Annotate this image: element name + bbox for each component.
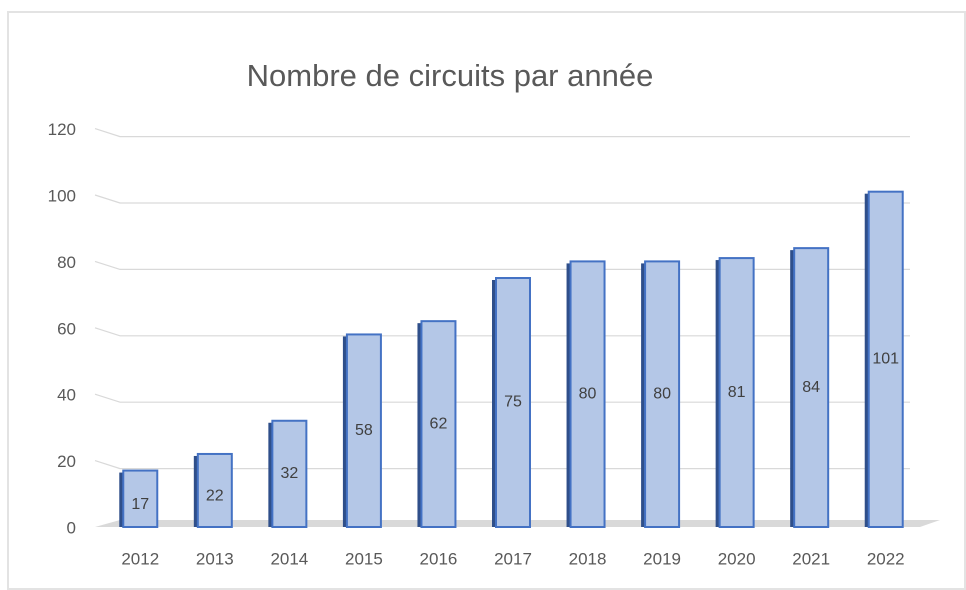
value-label: 58 [355,422,373,439]
bar [644,260,681,528]
bar [196,452,233,528]
bar-side [864,193,869,527]
y-tick-label: 40 [57,386,76,405]
bar [420,320,457,528]
x-tick-label: 2018 [569,549,607,568]
x-tick-label: 2014 [270,549,308,568]
value-label: 80 [653,385,671,402]
value-label: 81 [728,384,746,401]
y-tick-label: 100 [48,186,76,205]
x-tick-label: 2017 [494,549,532,568]
bar [345,333,382,528]
y-tick-label: 60 [57,319,76,338]
x-tick-label: 2021 [792,549,830,568]
y-tick-label: 0 [67,518,76,537]
grid-line [94,128,910,138]
y-tick-label: 20 [57,452,76,471]
x-tick-label: 2012 [121,549,159,568]
bar-side [417,323,422,527]
bar [718,257,755,528]
x-tick-label: 2019 [643,549,681,568]
y-tick-label: 80 [57,253,76,272]
bar [271,419,308,529]
bar [867,190,904,528]
bar-side [193,455,198,527]
bar-side [566,263,571,527]
chart-title: Nombre de circuits par année [247,58,654,93]
value-label: 32 [280,465,298,482]
bar-side [342,336,347,527]
value-label: 84 [802,379,820,396]
value-label: 62 [430,415,448,432]
x-tick-label: 2016 [420,549,458,568]
value-label: 80 [579,385,597,402]
bar-side [268,422,273,527]
bar-side [790,250,795,527]
bar-side [715,260,720,527]
value-label: 101 [872,351,899,368]
bar-side [641,263,646,527]
bar [793,247,830,528]
bar-side [119,472,124,527]
x-tick-label: 2020 [718,549,756,568]
value-label: 17 [131,496,149,513]
x-tick-label: 2022 [867,549,905,568]
value-label: 22 [206,488,224,505]
bar [495,277,531,528]
bar-side [492,280,496,527]
x-tick-label: 2013 [196,549,234,568]
grid-line [94,194,910,204]
x-tick-label: 2015 [345,549,383,568]
bar [569,260,606,528]
value-label: 75 [504,394,522,411]
y-tick-label: 120 [48,120,76,139]
bar [122,469,159,528]
